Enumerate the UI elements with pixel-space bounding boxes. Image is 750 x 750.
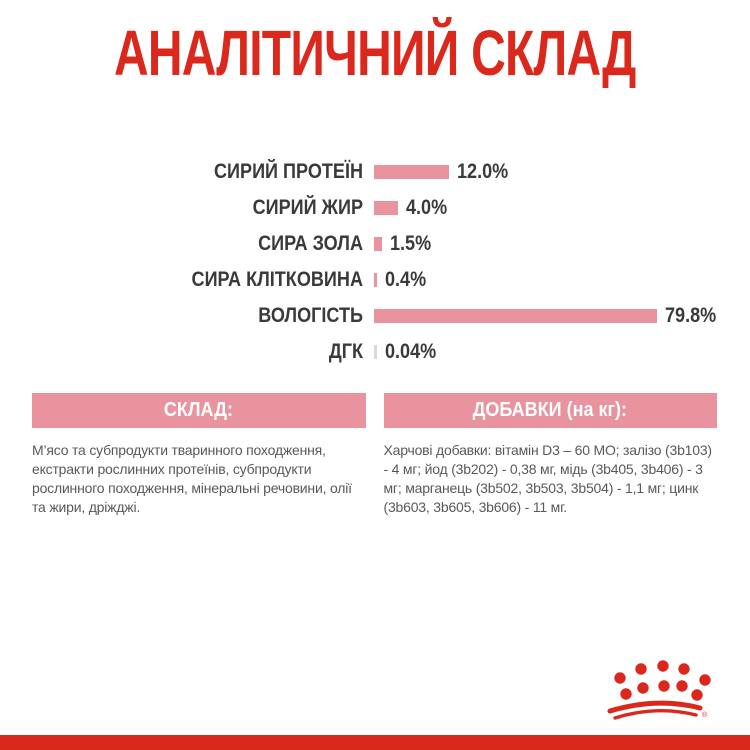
chart-category-label: ВОЛОГІСТЬ [258,304,363,327]
additives-section: ДОБАВКИ (на кг): Харчові добавки: вітамі… [383,393,717,517]
chart-bar [374,309,657,323]
chart-bar [374,237,382,251]
page-title-wrap: АНАЛІТИЧНИЙ СКЛАД [0,16,750,90]
chart-bar [374,165,449,179]
additives-header-label: ДОБАВКИ (на кг): [473,399,628,421]
additives-body-text: Харчові добавки: вітамін D3 – 60 МО; зал… [383,442,713,515]
page-title: АНАЛІТИЧНИЙ СКЛАД [114,17,636,89]
chart-value-label: 12.0% [457,160,509,183]
chart-row: ДГК 0.04% [0,334,750,370]
composition-body-text: М’ясо та субпродукти тваринного походжен… [32,442,352,515]
chart-category-label: СИРИЙ ПРОТЕЇН [214,160,363,183]
chart-category-label: СИРА ЗОЛА [258,232,363,255]
chart-row: СИРА КЛІТКОВИНА 0.4% [0,262,750,298]
chart-bar [374,345,377,359]
chart-row: СИРИЙ ЖИР 4.0% [0,190,750,226]
chart-bar [374,201,398,215]
chart-row: СИРА ЗОЛА 1.5% [0,226,750,262]
chart-category-label: ДГК [328,340,363,363]
chart-value-label: 79.8% [665,304,717,327]
chart-value-label: 1.5% [390,232,432,255]
chart-bar [374,273,377,287]
royal-canin-crown-logo: ® [607,660,711,720]
chart-value-label: 4.0% [406,196,448,219]
analytical-composition-chart: СИРИЙ ПРОТЕЇН 12.0% СИРИЙ ЖИР 4.0% СИРА … [0,154,750,370]
chart-value-label: 0.04% [385,340,437,363]
chart-row: СИРИЙ ПРОТЕЇН 12.0% [0,154,750,190]
crown-swoosh [607,700,703,720]
composition-header-label: СКЛАД: [164,399,234,421]
chart-value-label: 0.4% [385,268,427,291]
crown-dots [614,660,711,701]
registered-trademark-symbol: ® [702,711,708,719]
bottom-red-band [0,735,750,750]
chart-category-label: СИРИЙ ЖИР [252,196,363,219]
chart-category-label: СИРА КЛІТКОВИНА [191,268,363,291]
chart-row: ВОЛОГІСТЬ 79.8% [0,298,750,334]
composition-header-bar: СКЛАД: [32,393,366,428]
additives-header-bar: ДОБАВКИ (на кг): [383,393,717,428]
info-sections: СКЛАД: М’ясо та субпродукти тваринного п… [32,393,717,517]
composition-section: СКЛАД: М’ясо та субпродукти тваринного п… [32,393,366,517]
